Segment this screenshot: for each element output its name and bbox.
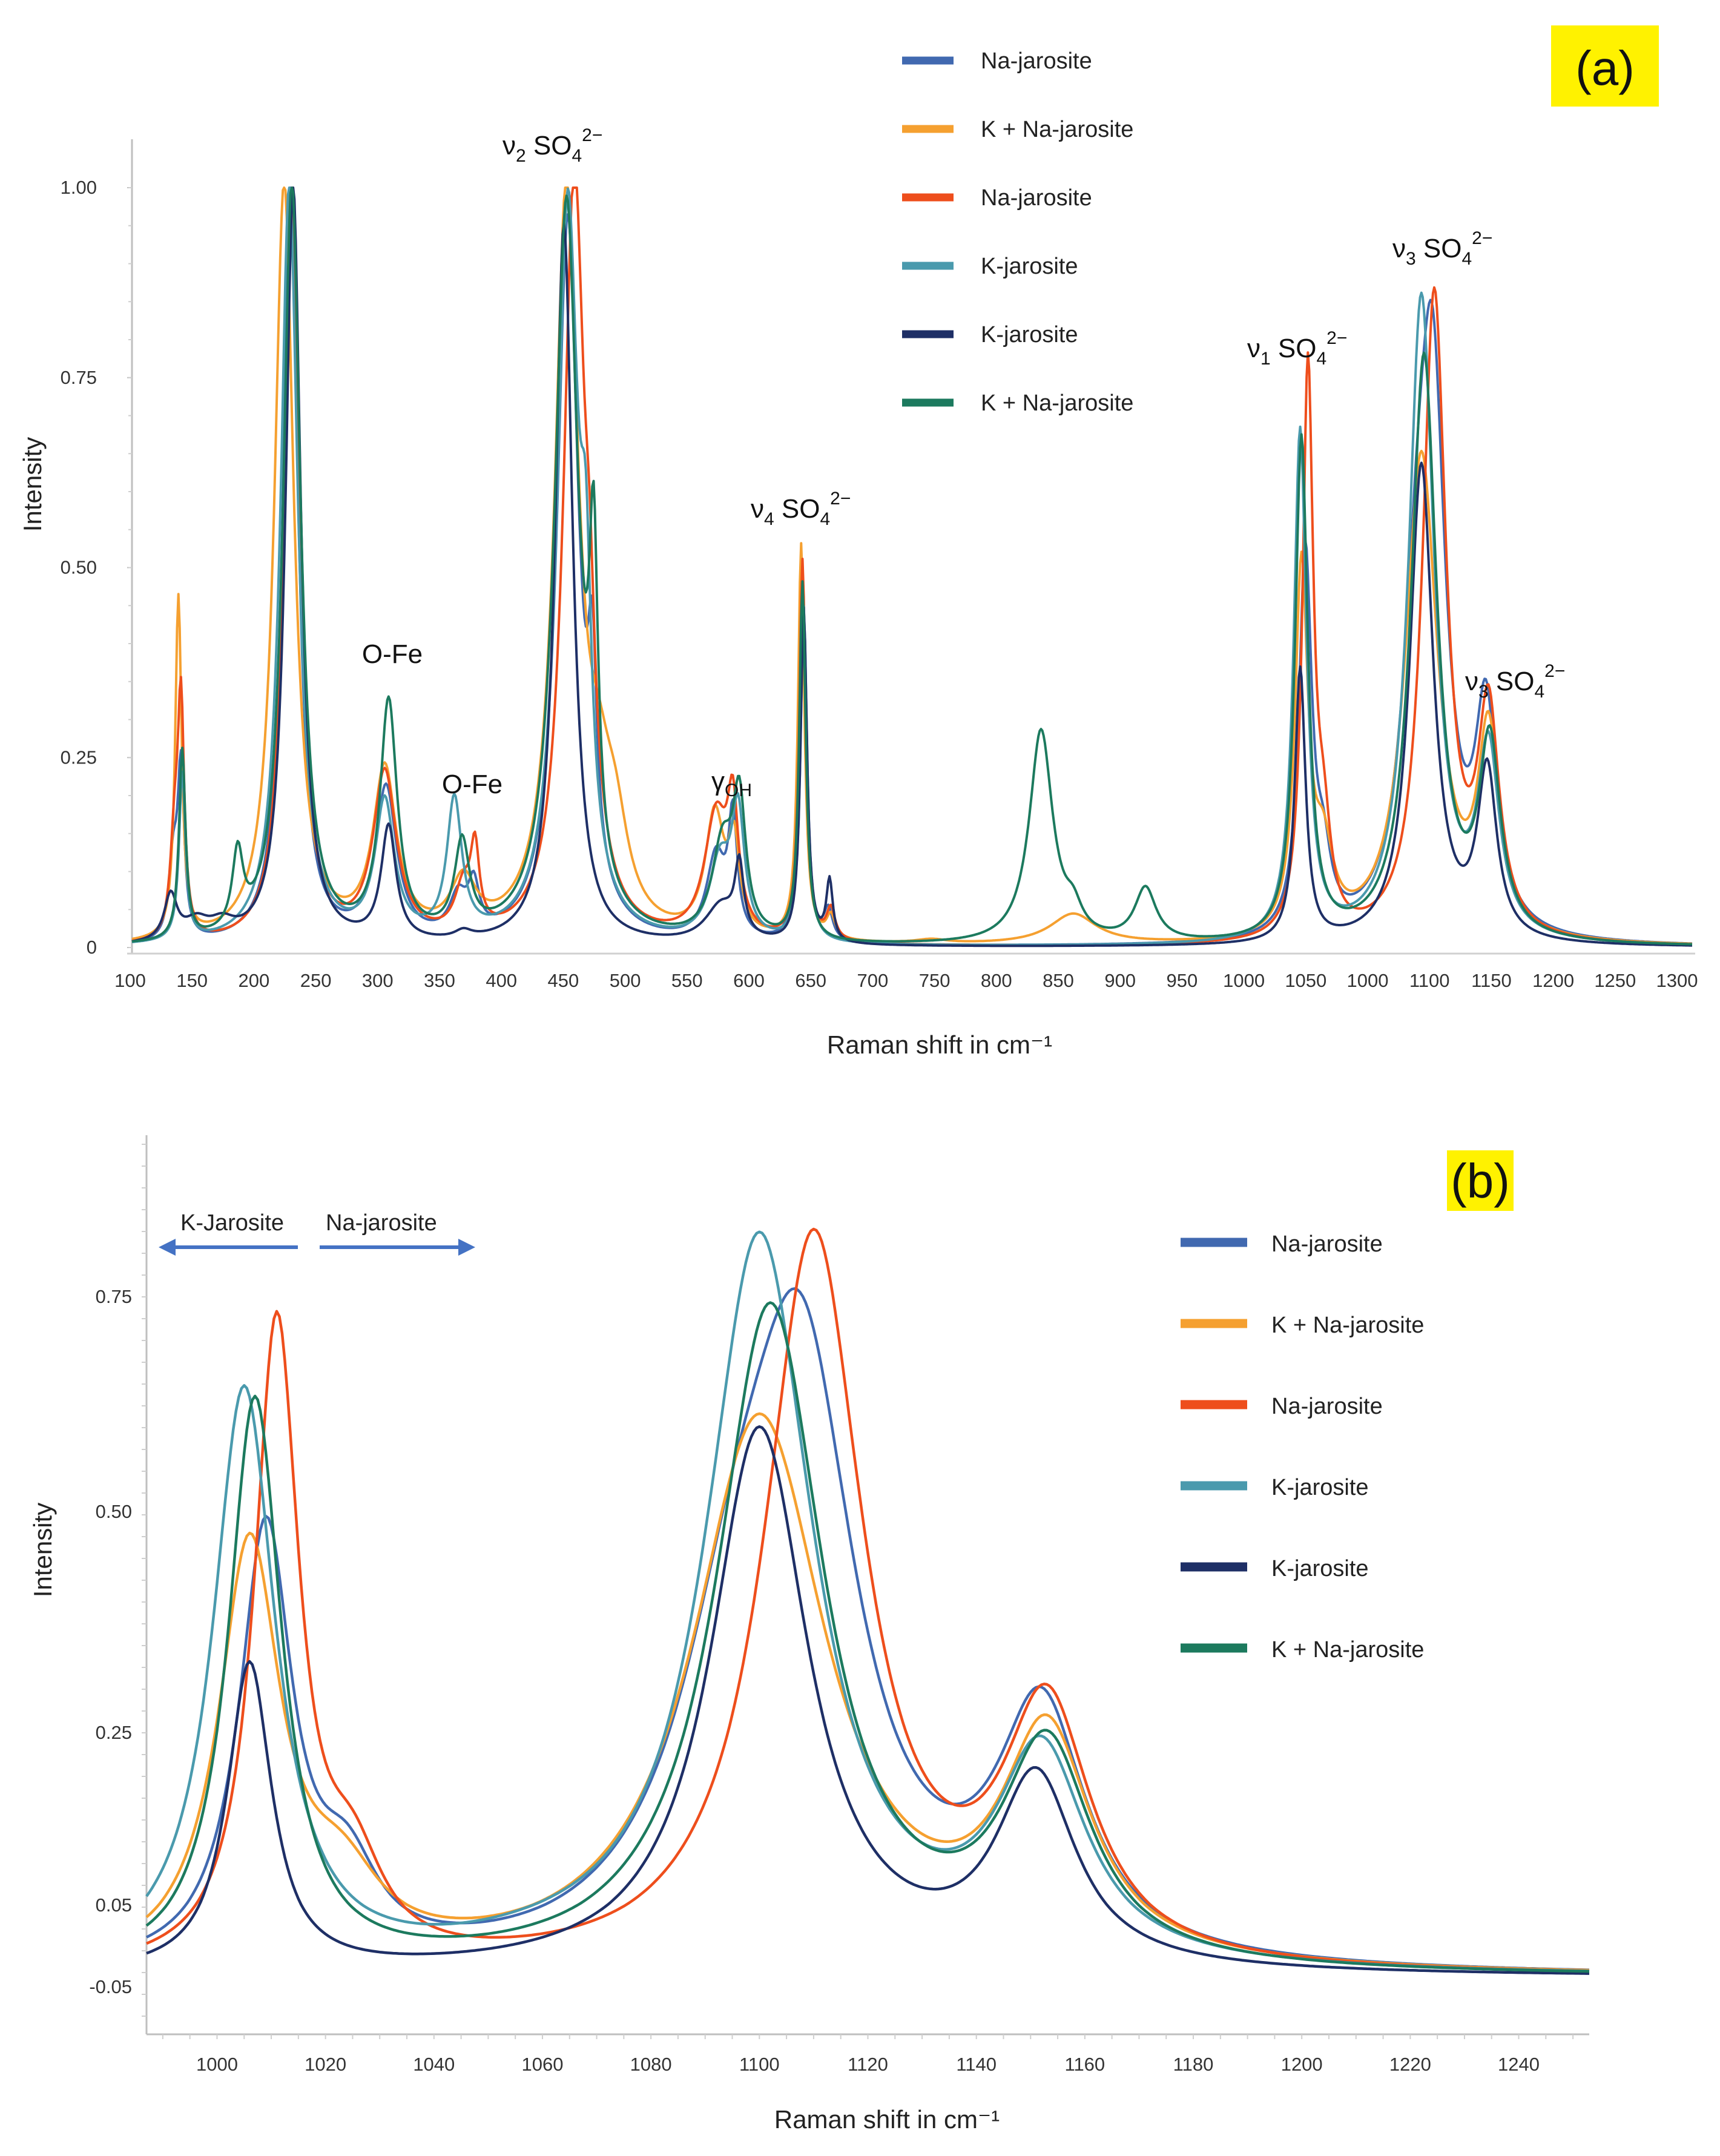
panel-a-series-line-3: [131, 186, 1692, 946]
panel-a-x-tick-label: 900: [1104, 970, 1136, 991]
panel-a-series-line-1: [131, 186, 1693, 946]
panel-a-y-tick-label: 0.25: [61, 747, 97, 768]
panel-b-y-axis-label: Intensity: [28, 1503, 57, 1597]
panel-a-legend-label: Na-jarosite: [981, 185, 1092, 211]
panel-a-x-tick-label: 350: [424, 970, 455, 991]
panel-b-x-axis-label: Raman shift in cm⁻¹: [774, 2105, 1000, 2134]
panel-a-legend-label: K-jarosite: [981, 254, 1078, 279]
panel-b-legend-label: K-jarosite: [1271, 1556, 1369, 1581]
panel-b-series-line-5: [146, 1425, 1589, 1975]
panel-a-label-highlight: [1551, 25, 1659, 107]
panel-a-legend-label: K-jarosite: [981, 322, 1078, 348]
panel-b-chart: -0.05 0.05 0.25 0.50 0.75 1000 1020 1040 1060 10…: [28, 1135, 1590, 2134]
panel-a-legend-label: K + Na-jarosite: [981, 391, 1133, 416]
panel-a-legend-label: Na-jarosite: [981, 48, 1092, 74]
panel-a-x-tick-label: 750: [919, 970, 951, 991]
panel-a-y-tick-label: 0: [87, 937, 97, 958]
panel-a-x-tick-label: 950: [1167, 970, 1198, 991]
annotation-nu1-so4: ν1 SO42−: [1247, 328, 1347, 369]
panel-b-legend-label: Na-jarosite: [1271, 1231, 1383, 1257]
panel-b-x-tick-label: 1160: [1065, 2054, 1105, 2075]
panel-a-y-tick-label: 0.50: [61, 557, 97, 578]
panel-b-series-line-3: [146, 1227, 1590, 1973]
annotation-nu3-so4-main: ν3 SO42−: [1392, 228, 1492, 269]
panel-b-y-tick-label: -0.05: [89, 1976, 132, 1997]
panel-b-y-tick-label: 0.50: [96, 1501, 132, 1522]
panel-b-series-line-6: [145, 1301, 1590, 1973]
panel-a-x-tick-label: 400: [486, 970, 517, 991]
panel-a-x-tick-label: 1200: [1532, 970, 1574, 991]
k-jarosite-arrow-label: K-Jarosite: [180, 1210, 284, 1236]
panel-b-label-highlight: [1447, 1150, 1514, 1211]
annotation-nu3-so4-minor: ν3 SO42−: [1465, 661, 1565, 702]
panel-a-series-line-4: [131, 186, 1693, 946]
panel-a-label: (a): [1575, 41, 1635, 95]
panel-b-x-tick-label: 1100: [739, 2054, 780, 2075]
panel-a-x-tick-label: 100: [114, 970, 146, 991]
panel-a-x-tick-label: 600: [733, 970, 765, 991]
panel-a-x-tick-label: 1250: [1594, 970, 1636, 991]
panel-b-x-tick-label: 1240: [1498, 2054, 1540, 2075]
panel-b-x-tick-label: 1120: [848, 2054, 888, 2075]
panel-b-legend: Na-jarosite K + Na-jarosite Na-jarosite K-j…: [1181, 1231, 1424, 1663]
panel-a-series-line-5: [131, 186, 1692, 948]
panel-a-x-tick-label: 1100: [1409, 970, 1450, 991]
panel-a-series-line-6: [131, 186, 1692, 946]
panel-a-x-tick-label: 500: [610, 970, 641, 991]
panel-b-x-tick-label: 1000: [196, 2054, 238, 2075]
annotation-nu4-so4: ν4 SO42−: [751, 489, 851, 529]
panel-b-legend-label: K + Na-jarosite: [1271, 1313, 1424, 1338]
na-jarosite-arrow-label: Na-jarosite: [326, 1210, 437, 1236]
panel-b-x-tick-label: 1040: [413, 2054, 455, 2075]
panel-a-x-tick-label: 550: [671, 970, 703, 991]
panel-b-x-tick-label: 1060: [521, 2054, 563, 2075]
panel-a-y-axis-label: Intensity: [18, 437, 47, 532]
panel-a-x-tick-label: 850: [1043, 970, 1074, 991]
panel-a-y-tick-label: 0.75: [61, 367, 97, 388]
panel-b-y-tick-label: 0.05: [96, 1894, 132, 1916]
panel-b-series-line-1: [145, 1287, 1590, 1971]
panel-a-x-tick-label: 1000: [1347, 970, 1389, 991]
panel-a-x-tick-label: 150: [176, 970, 208, 991]
na-jarosite-arrow: Na-jarosite: [320, 1210, 475, 1256]
panel-a-x-axis-label: Raman shift in cm⁻¹: [827, 1030, 1052, 1059]
annotation-o-fe-350: O-Fe: [442, 770, 502, 799]
panel-a-x-tick-label: 300: [362, 970, 394, 991]
panel-a-x-tick-label: 700: [857, 970, 889, 991]
annotation-o-fe-300: O-Fe: [362, 639, 423, 669]
annotation-nu2-so4: ν2 SO42−: [502, 125, 602, 166]
panel-a-x-tick-label: 450: [548, 970, 579, 991]
panel-a-x-tick-label: 1050: [1285, 970, 1326, 991]
panel-a-legend: Na-jarosite K + Na-jarosite Na-jarosite K-j…: [902, 48, 1133, 416]
k-jarosite-arrow: K-Jarosite: [159, 1210, 298, 1256]
panel-a-legend-label: K + Na-jarosite: [981, 117, 1133, 142]
panel-a-x-tick-label: 800: [981, 970, 1012, 991]
panel-a-y-tick-label: 1.00: [61, 177, 97, 198]
panel-b-x-tick-label: 1200: [1281, 2054, 1323, 2075]
panel-b-y-tick-label: 0.25: [96, 1722, 132, 1743]
annotation-gamma-oh: γOH: [711, 766, 752, 800]
panel-a-series-line-2: [131, 186, 1692, 945]
panel-b-legend-label: Na-jarosite: [1271, 1394, 1383, 1419]
panel-a-x-tick-label: 650: [795, 970, 826, 991]
panel-b-y-tick-label: 0.75: [96, 1286, 132, 1307]
panel-a-x-tick-label: 1300: [1656, 970, 1698, 991]
panel-a-x-tick-label: 200: [239, 970, 270, 991]
panel-a-x-tick-label: 1150: [1471, 970, 1512, 991]
panel-b-label: (b): [1451, 1154, 1510, 1208]
panel-b-x-tick-label: 1080: [630, 2054, 672, 2075]
panel-b-legend-label: K-jarosite: [1271, 1475, 1369, 1500]
panel-b-legend-label: K + Na-jarosite: [1271, 1637, 1424, 1663]
panel-a-x-tick-label: 1000: [1223, 970, 1265, 991]
panel-b-x-tick-label: 1140: [956, 2054, 997, 2075]
panel-b-series-line-2: [145, 1412, 1590, 1972]
panel-a-x-tick-label: 250: [300, 970, 332, 991]
panel-a-chart: 0 0.25 0.50 0.75 1.00 100 150 200 250 300 350 400 4…: [18, 25, 1698, 1059]
panel-b-x-tick-label: 1180: [1173, 2054, 1214, 2075]
panel-b-x-tick-label: 1220: [1389, 2054, 1431, 2075]
panel-b-x-tick-label: 1020: [305, 2054, 346, 2075]
